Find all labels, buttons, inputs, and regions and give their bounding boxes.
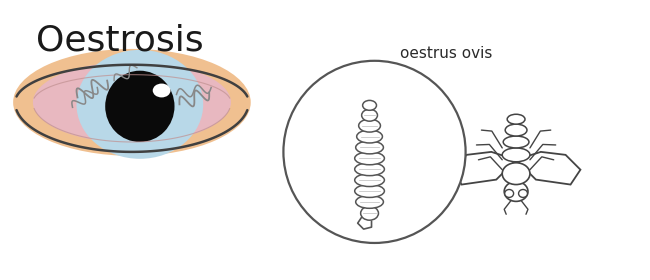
Ellipse shape [361, 206, 378, 220]
Text: oestrus ovis: oestrus ovis [400, 46, 492, 61]
Ellipse shape [357, 130, 382, 143]
Ellipse shape [355, 185, 384, 197]
Ellipse shape [503, 136, 529, 148]
Ellipse shape [359, 119, 380, 132]
Ellipse shape [363, 101, 376, 110]
Ellipse shape [519, 190, 527, 197]
Ellipse shape [105, 71, 174, 142]
Ellipse shape [355, 163, 384, 176]
Ellipse shape [361, 109, 378, 121]
Ellipse shape [77, 50, 203, 159]
Circle shape [283, 61, 465, 243]
Polygon shape [452, 152, 516, 185]
Ellipse shape [356, 195, 383, 208]
Ellipse shape [33, 62, 231, 143]
Ellipse shape [355, 174, 384, 186]
Ellipse shape [504, 182, 528, 201]
Ellipse shape [502, 148, 530, 162]
Ellipse shape [13, 49, 251, 156]
Text: Oestrosis: Oestrosis [36, 23, 204, 57]
Polygon shape [516, 152, 580, 185]
Ellipse shape [507, 114, 525, 124]
Ellipse shape [153, 83, 170, 97]
Ellipse shape [356, 141, 383, 154]
Ellipse shape [504, 190, 514, 197]
Ellipse shape [502, 163, 530, 185]
Ellipse shape [505, 124, 527, 136]
Ellipse shape [355, 152, 384, 165]
